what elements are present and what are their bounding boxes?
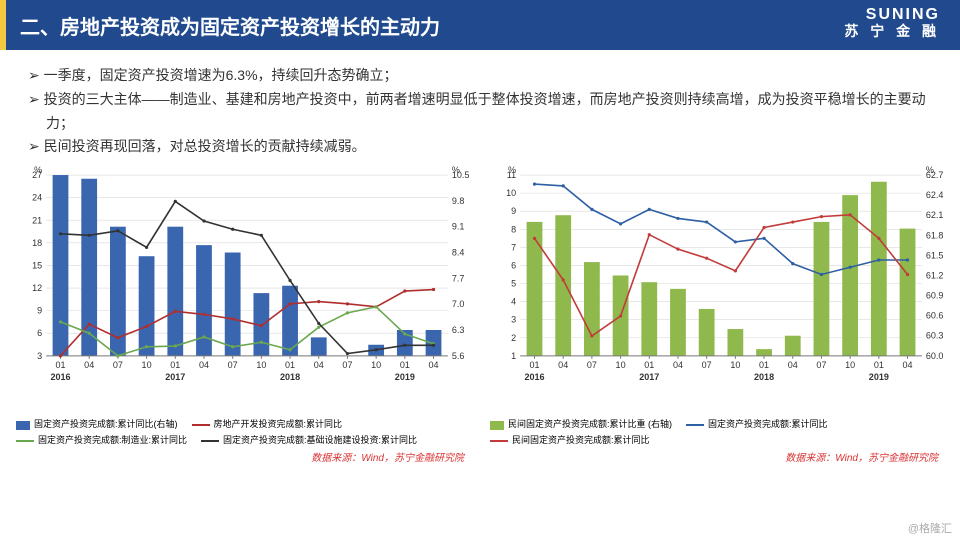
svg-text:9.1: 9.1 <box>452 222 465 232</box>
svg-text:62.4: 62.4 <box>926 190 944 200</box>
svg-text:04: 04 <box>558 360 568 370</box>
brand-zh: 苏 宁 金 融 <box>844 24 940 39</box>
svg-text:7.7: 7.7 <box>452 274 465 284</box>
svg-text:10: 10 <box>142 360 152 370</box>
svg-text:9: 9 <box>511 206 516 216</box>
svg-text:61.5: 61.5 <box>926 251 944 261</box>
svg-text:61.2: 61.2 <box>926 271 944 281</box>
svg-text:07: 07 <box>816 360 826 370</box>
svg-text:04: 04 <box>788 360 798 370</box>
chart2-source: 数据来源：Wind，苏宁金融研究院 <box>486 449 948 464</box>
svg-text:60.3: 60.3 <box>926 331 944 341</box>
slide-title: 二、房地产投资成为固定资产投资增长的主动力 <box>20 11 440 40</box>
svg-text:04: 04 <box>84 360 94 370</box>
svg-text:%: % <box>34 165 42 175</box>
svg-text:6: 6 <box>37 328 42 338</box>
svg-text:01: 01 <box>874 360 884 370</box>
bullet-item: 投资的三大主体——制造业、基建和房地产投资中，前两者增速明显低于整体投资增速，而… <box>28 88 932 136</box>
svg-text:2019: 2019 <box>869 372 889 382</box>
svg-text:%: % <box>926 165 934 175</box>
bullet-item: 民间投资再现回落，对总投资增长的贡献持续减弱。 <box>28 135 932 159</box>
svg-text:2018: 2018 <box>754 372 774 382</box>
svg-text:%: % <box>508 165 516 175</box>
svg-text:07: 07 <box>587 360 597 370</box>
svg-text:01: 01 <box>644 360 654 370</box>
svg-text:%: % <box>452 165 460 175</box>
svg-text:10: 10 <box>256 360 266 370</box>
svg-text:04: 04 <box>429 360 439 370</box>
svg-text:9: 9 <box>37 306 42 316</box>
svg-text:7: 7 <box>511 243 516 253</box>
svg-text:3: 3 <box>511 315 516 325</box>
svg-text:2016: 2016 <box>524 372 544 382</box>
svg-text:2017: 2017 <box>165 372 185 382</box>
svg-text:07: 07 <box>228 360 238 370</box>
svg-text:2017: 2017 <box>639 372 659 382</box>
svg-text:12: 12 <box>32 283 42 293</box>
svg-text:07: 07 <box>113 360 123 370</box>
svg-text:18: 18 <box>32 238 42 248</box>
svg-text:1: 1 <box>511 351 516 361</box>
svg-text:01: 01 <box>529 360 539 370</box>
svg-text:07: 07 <box>342 360 352 370</box>
slide-header: 二、房地产投资成为固定资产投资增长的主动力 SUNING 苏 宁 金 融 <box>0 0 960 50</box>
svg-text:8.4: 8.4 <box>452 248 465 258</box>
brand-block: SUNING 苏 宁 金 融 <box>844 6 940 39</box>
svg-text:10: 10 <box>730 360 740 370</box>
chart2-svg: 123456789101160.060.360.660.961.261.561.… <box>486 165 948 416</box>
brand-en: SUNING <box>844 6 940 24</box>
svg-text:04: 04 <box>903 360 913 370</box>
svg-text:4: 4 <box>511 297 516 307</box>
svg-text:10: 10 <box>845 360 855 370</box>
svg-text:62.1: 62.1 <box>926 210 944 220</box>
svg-text:04: 04 <box>199 360 209 370</box>
svg-text:15: 15 <box>32 261 42 271</box>
svg-text:2019: 2019 <box>395 372 415 382</box>
bullet-item: 一季度，固定资产投资增速为6.3%，持续回升态势确立； <box>28 64 932 88</box>
svg-text:24: 24 <box>32 193 42 203</box>
svg-text:8: 8 <box>511 224 516 234</box>
chart1-legend: 固定资产投资完成额:累计同比(右轴)房地产开发投资完成额:累计同比固定资产投资完… <box>12 416 474 449</box>
svg-text:5.6: 5.6 <box>452 351 465 361</box>
chart-right: 123456789101160.060.360.660.961.261.561.… <box>486 165 948 464</box>
svg-text:01: 01 <box>285 360 295 370</box>
svg-text:60.9: 60.9 <box>926 291 944 301</box>
svg-text:04: 04 <box>673 360 683 370</box>
chart1-source: 数据来源：Wind，苏宁金融研究院 <box>12 449 474 464</box>
svg-text:10: 10 <box>371 360 381 370</box>
svg-text:01: 01 <box>170 360 180 370</box>
svg-text:60.0: 60.0 <box>926 351 944 361</box>
svg-text:6.3: 6.3 <box>452 325 465 335</box>
svg-text:01: 01 <box>400 360 410 370</box>
chart-left: 3691215182124275.66.37.07.78.49.19.810.5… <box>12 165 474 464</box>
svg-text:6: 6 <box>511 261 516 271</box>
chart1-svg: 3691215182124275.66.37.07.78.49.19.810.5… <box>12 165 474 416</box>
svg-text:9.8: 9.8 <box>452 196 465 206</box>
svg-text:07: 07 <box>702 360 712 370</box>
svg-text:61.8: 61.8 <box>926 231 944 241</box>
svg-text:01: 01 <box>759 360 769 370</box>
svg-text:2: 2 <box>511 333 516 343</box>
svg-text:10: 10 <box>616 360 626 370</box>
accent-bar <box>0 0 6 50</box>
chart2-legend: 民间固定资产投资完成额:累计比重 (右轴)固定资产投资完成额:累计同比民间固定资… <box>486 416 948 449</box>
svg-text:04: 04 <box>314 360 324 370</box>
svg-text:2016: 2016 <box>50 372 70 382</box>
svg-text:3: 3 <box>37 351 42 361</box>
svg-text:01: 01 <box>55 360 65 370</box>
svg-text:5: 5 <box>511 279 516 289</box>
svg-text:60.6: 60.6 <box>926 311 944 321</box>
charts-row: 3691215182124275.66.37.07.78.49.19.810.5… <box>0 165 960 464</box>
svg-text:2018: 2018 <box>280 372 300 382</box>
svg-text:7.0: 7.0 <box>452 299 465 309</box>
svg-text:21: 21 <box>32 215 42 225</box>
bullet-list: 一季度，固定资产投资增速为6.3%，持续回升态势确立； 投资的三大主体——制造业… <box>0 50 960 165</box>
watermark: @格隆汇 <box>908 520 952 536</box>
svg-text:10: 10 <box>506 188 516 198</box>
